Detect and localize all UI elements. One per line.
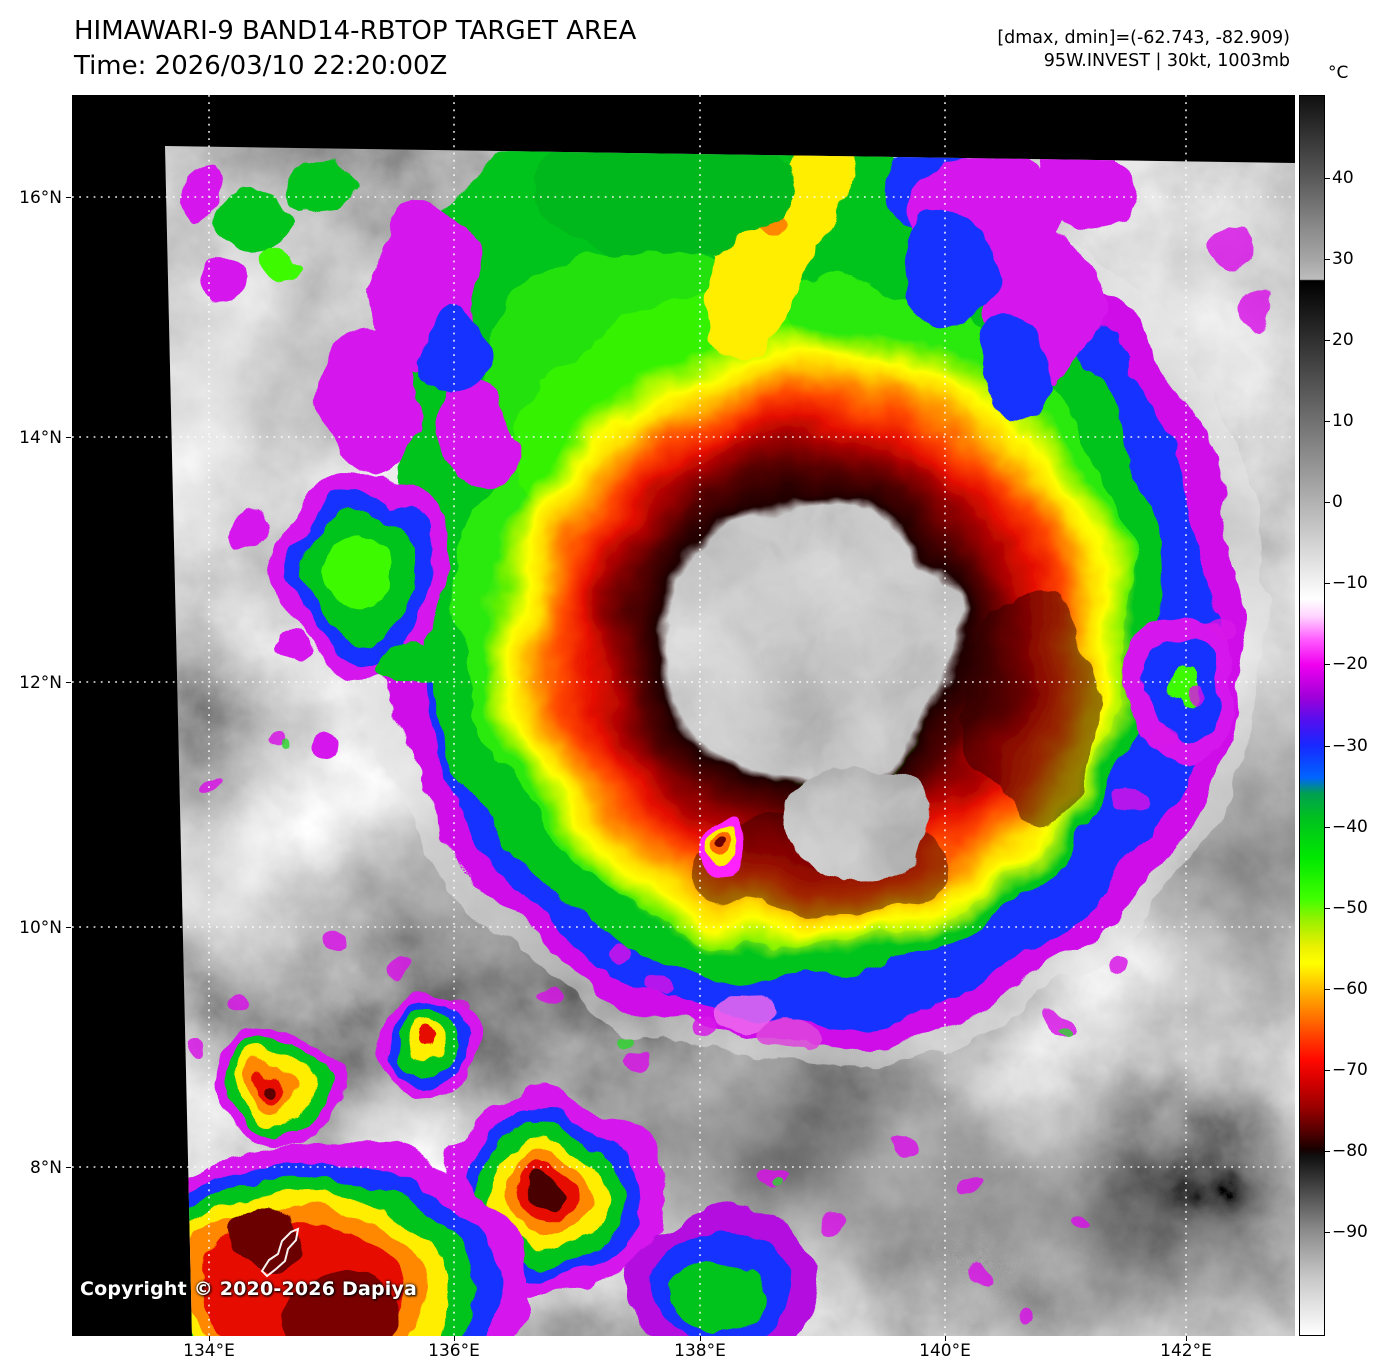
lat-tick-label: 16°N bbox=[19, 188, 62, 208]
lon-tick-mark bbox=[700, 1336, 701, 1341]
colorbar-tick-mark bbox=[1325, 989, 1330, 990]
colorbar-unit: °C bbox=[1328, 63, 1349, 83]
lon-tick-label: 134°E bbox=[183, 1341, 235, 1361]
lat-tick-mark bbox=[66, 197, 71, 198]
satellite-swath bbox=[165, 146, 1295, 1336]
colorbar-tick-label: −70 bbox=[1332, 1060, 1368, 1080]
colorbar-tick-mark bbox=[1325, 827, 1330, 828]
header-right-block: [dmax, dmin]=(-62.743, -82.909) 95W.INVE… bbox=[997, 27, 1290, 73]
satellite-image bbox=[72, 95, 1295, 1336]
colorbar-tick-mark bbox=[1325, 1232, 1330, 1233]
lon-tick-label: 140°E bbox=[919, 1341, 971, 1361]
colorbar-tick-mark bbox=[1325, 421, 1330, 422]
colorbar-tick-label: −10 bbox=[1332, 573, 1368, 593]
colorbar-tick-label: 20 bbox=[1332, 330, 1354, 350]
colorbar-tick-mark bbox=[1325, 583, 1330, 584]
colorbar-tick-label: −80 bbox=[1332, 1141, 1368, 1161]
colorbar-tick-label: −50 bbox=[1332, 898, 1368, 918]
colorbar-tick-mark bbox=[1325, 178, 1330, 179]
storm-core-rings bbox=[482, 325, 1142, 961]
colorbar-tick-mark bbox=[1325, 1151, 1330, 1152]
copyright: Copyright © 2020-2026 Dapiya bbox=[80, 1278, 418, 1300]
dmax-dmin-label: [dmax, dmin]=(-62.743, -82.909) bbox=[997, 28, 1290, 48]
lon-tick-label: 138°E bbox=[674, 1341, 726, 1361]
colorbar-tick-label: −20 bbox=[1332, 654, 1368, 674]
lat-tick-label: 14°N bbox=[19, 428, 62, 448]
colorbar-tick-label: −90 bbox=[1332, 1222, 1368, 1242]
storm-info-label: 95W.INVEST | 30kt, 1003mb bbox=[1043, 51, 1290, 71]
lat-tick-mark bbox=[66, 437, 71, 438]
magenta-speckles bbox=[186, 219, 1272, 1319]
lon-tick-mark bbox=[454, 1336, 455, 1341]
green-speckles bbox=[271, 738, 1068, 1195]
storm-system bbox=[165, 146, 1272, 1336]
coastline bbox=[260, 1227, 300, 1278]
colorbar-tick-mark bbox=[1325, 664, 1330, 665]
time-label: Time: 2026/03/10 22:20:00Z bbox=[74, 51, 448, 81]
lat-tick-label: 12°N bbox=[19, 673, 62, 693]
lon-tick-mark bbox=[945, 1336, 946, 1341]
colorbar-tick-label: −30 bbox=[1332, 736, 1368, 756]
latlon-grid bbox=[72, 95, 1295, 1336]
colorbar-tick-mark bbox=[1325, 1070, 1330, 1071]
lat-tick-mark bbox=[66, 1167, 71, 1168]
lon-tick-mark bbox=[209, 1336, 210, 1341]
lat-tick-mark bbox=[66, 927, 71, 928]
colorbar-tick-mark bbox=[1325, 340, 1330, 341]
lat-tick-mark bbox=[66, 682, 71, 683]
lon-tick-label: 142°E bbox=[1160, 1341, 1212, 1361]
colorbar bbox=[1299, 95, 1325, 1336]
colorbar-tick-label: −60 bbox=[1332, 979, 1368, 999]
colorbar-tick-label: −40 bbox=[1332, 817, 1368, 837]
colorbar-tick-label: 10 bbox=[1332, 411, 1354, 431]
colorbar-tick-mark bbox=[1325, 502, 1330, 503]
lon-tick-mark bbox=[1186, 1336, 1187, 1341]
colorbar-tick-mark bbox=[1325, 746, 1330, 747]
colorbar-tick-mark bbox=[1325, 259, 1330, 260]
colorbar-tick-label: 40 bbox=[1332, 168, 1354, 188]
colorbar-tick-label: 30 bbox=[1332, 249, 1354, 269]
page-title: HIMAWARI-9 BAND14-RBTOP TARGET AREA bbox=[74, 16, 637, 46]
satellite-map: Copyright © 2020-2026 Dapiya bbox=[72, 95, 1295, 1336]
colorbar-tick-label: 0 bbox=[1332, 492, 1343, 512]
colorbar-tick-mark bbox=[1325, 908, 1330, 909]
lat-tick-label: 10°N bbox=[19, 918, 62, 938]
lat-tick-label: 8°N bbox=[29, 1158, 62, 1178]
header-title-block: HIMAWARI-9 BAND14-RBTOP TARGET AREA Time… bbox=[74, 14, 636, 84]
lon-tick-label: 136°E bbox=[428, 1341, 480, 1361]
